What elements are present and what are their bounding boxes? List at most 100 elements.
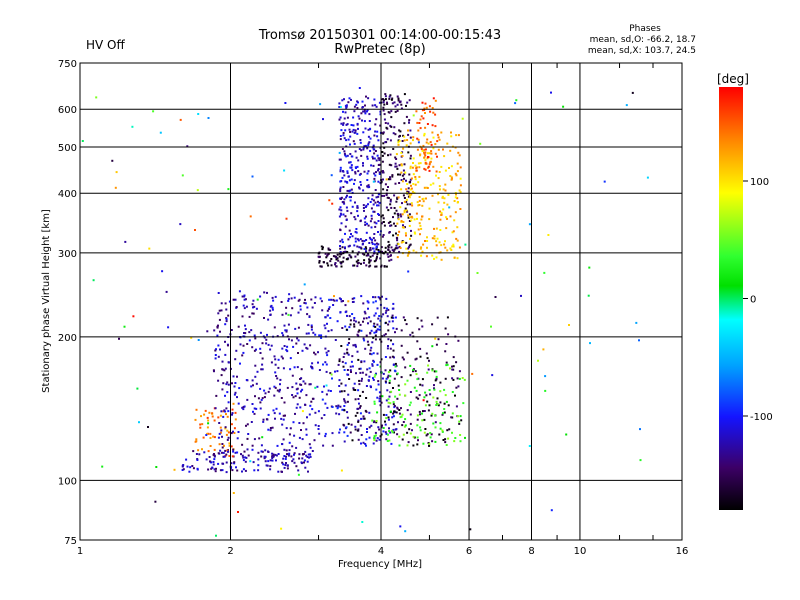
data-point <box>416 201 419 204</box>
data-point <box>387 122 390 125</box>
data-point <box>365 397 368 399</box>
data-point <box>286 386 289 389</box>
data-point <box>383 194 386 197</box>
data-point <box>414 358 417 361</box>
data-point <box>343 399 346 402</box>
data-point <box>203 451 206 454</box>
data-point <box>354 218 357 221</box>
data-point <box>365 385 368 387</box>
data-point <box>324 327 327 330</box>
data-point <box>212 461 215 463</box>
data-point <box>379 338 382 341</box>
data-point <box>377 317 380 320</box>
data-point <box>397 214 400 217</box>
data-point <box>350 256 353 259</box>
data-point <box>443 388 446 391</box>
data-point <box>374 373 377 376</box>
data-point <box>409 165 412 168</box>
data-point <box>371 364 374 367</box>
data-point <box>385 438 388 441</box>
data-point <box>426 357 429 360</box>
data-point <box>380 401 383 404</box>
data-point <box>394 247 397 250</box>
data-point <box>444 441 447 444</box>
data-point <box>456 239 459 242</box>
data-point <box>639 428 641 431</box>
data-point <box>226 449 229 452</box>
data-point <box>365 250 367 253</box>
data-point <box>456 377 459 380</box>
data-point <box>323 261 325 264</box>
data-point <box>372 325 375 328</box>
data-point <box>435 256 438 259</box>
data-point <box>388 259 391 262</box>
data-point <box>338 215 341 218</box>
data-point <box>355 345 357 348</box>
data-point <box>425 141 428 144</box>
data-point <box>225 433 228 436</box>
data-point <box>352 264 355 267</box>
data-point <box>433 227 435 230</box>
y-tick-label: 750 <box>58 59 77 70</box>
data-point <box>340 222 343 225</box>
data-point <box>390 164 393 167</box>
data-point <box>261 450 264 453</box>
data-point <box>370 217 373 220</box>
data-point <box>381 424 383 427</box>
data-point <box>389 220 392 223</box>
data-point <box>427 165 430 168</box>
data-point <box>310 365 312 368</box>
data-point <box>362 417 365 420</box>
data-point <box>344 325 347 328</box>
data-point <box>223 444 225 447</box>
data-point <box>429 110 432 113</box>
data-point <box>392 412 395 415</box>
data-point <box>281 332 284 335</box>
data-point <box>356 333 359 336</box>
data-point <box>281 461 284 464</box>
data-point <box>381 154 384 157</box>
data-point <box>338 431 341 434</box>
data-point <box>520 294 522 297</box>
data-point <box>404 207 407 210</box>
data-point <box>344 362 347 365</box>
data-point <box>263 336 266 339</box>
data-point <box>344 246 346 249</box>
data-point <box>308 443 311 446</box>
data-point <box>343 369 346 371</box>
data-point <box>304 302 307 305</box>
data-point <box>350 98 352 101</box>
data-point <box>401 438 404 441</box>
data-point <box>365 204 368 207</box>
data-point <box>419 233 421 236</box>
data-point <box>326 354 329 357</box>
data-point <box>515 99 518 102</box>
data-point <box>311 362 314 365</box>
data-point <box>276 389 279 392</box>
data-point <box>232 448 235 451</box>
data-point <box>377 426 380 429</box>
data-point <box>348 244 351 247</box>
data-point <box>430 433 433 436</box>
data-point <box>369 238 372 241</box>
data-point <box>415 373 418 376</box>
data-point <box>314 296 317 299</box>
data-point <box>373 314 376 317</box>
data-point <box>441 413 444 416</box>
data-point <box>148 247 151 250</box>
data-point <box>281 470 283 473</box>
data-point <box>405 198 408 201</box>
data-point <box>301 410 304 413</box>
data-point <box>154 500 157 503</box>
data-point <box>443 402 446 405</box>
data-point <box>322 118 324 121</box>
data-point <box>445 364 448 367</box>
data-point <box>343 398 346 401</box>
data-point <box>418 199 421 202</box>
y-tick-label: 100 <box>58 476 77 487</box>
data-point <box>438 433 441 436</box>
data-point <box>207 419 210 422</box>
data-point <box>327 264 330 267</box>
data-point <box>400 329 403 332</box>
data-point <box>403 139 406 142</box>
